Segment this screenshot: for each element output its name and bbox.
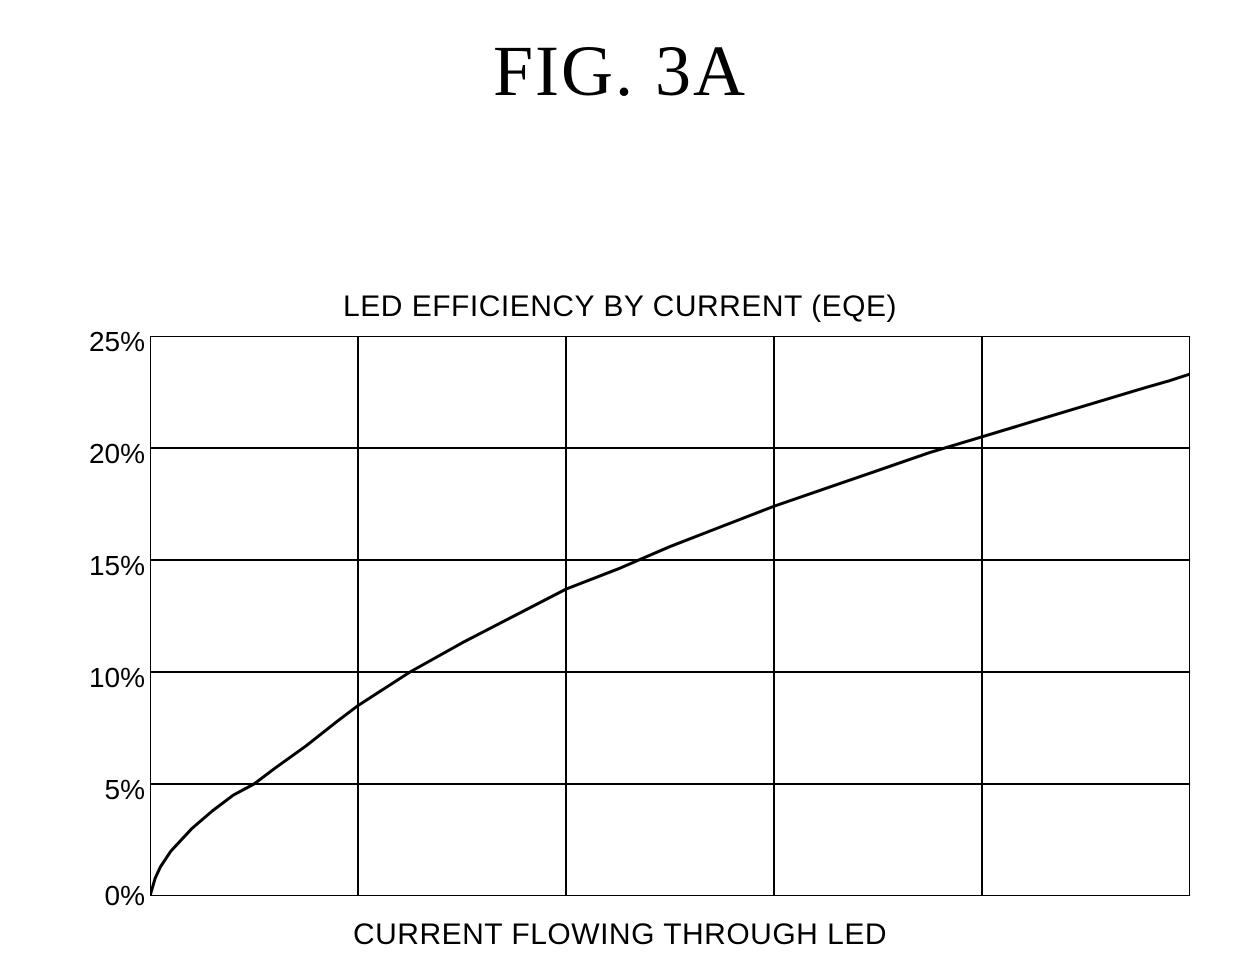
y-tick-5: 5%: [75, 774, 145, 806]
chart-plot: [150, 336, 1190, 896]
efficiency-curve: [150, 374, 1190, 896]
y-tick-15: 15%: [75, 550, 145, 582]
y-tick-25: 25%: [75, 326, 145, 358]
y-tick-0: 0%: [75, 880, 145, 912]
y-tick-10: 10%: [75, 662, 145, 694]
x-axis-label: CURRENT FLOWING THROUGH LED: [0, 918, 1240, 952]
y-tick-20: 20%: [75, 438, 145, 470]
chart-title: LED EFFICIENCY BY CURRENT (EQE): [0, 290, 1240, 324]
figure-title: FIG. 3A: [0, 30, 1240, 113]
